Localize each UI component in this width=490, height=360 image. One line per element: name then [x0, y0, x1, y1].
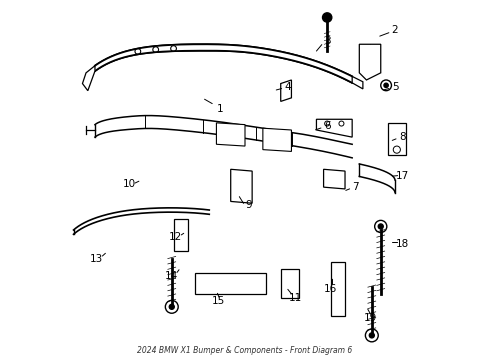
Polygon shape [231, 169, 252, 203]
Text: 6: 6 [324, 121, 330, 131]
Polygon shape [195, 273, 267, 294]
Polygon shape [317, 119, 352, 137]
Text: 13: 13 [90, 253, 103, 264]
Text: 12: 12 [169, 232, 182, 242]
Text: 10: 10 [122, 179, 135, 189]
Polygon shape [82, 66, 95, 91]
Polygon shape [95, 116, 352, 158]
Circle shape [384, 83, 388, 87]
Text: 2: 2 [392, 25, 398, 35]
Text: 8: 8 [399, 132, 406, 142]
Polygon shape [95, 44, 352, 83]
Polygon shape [352, 76, 363, 89]
Text: 7: 7 [352, 182, 359, 192]
Circle shape [169, 304, 174, 309]
Text: 17: 17 [395, 171, 409, 181]
Text: 16: 16 [324, 284, 337, 294]
Text: 19: 19 [364, 312, 377, 323]
Text: 2024 BMW X1 Bumper & Components - Front Diagram 6: 2024 BMW X1 Bumper & Components - Front … [137, 346, 353, 355]
Polygon shape [263, 128, 292, 152]
Polygon shape [359, 44, 381, 80]
Text: 4: 4 [285, 82, 291, 92]
Text: 9: 9 [245, 200, 252, 210]
Polygon shape [388, 123, 406, 155]
Polygon shape [173, 219, 188, 251]
Text: 18: 18 [395, 239, 409, 249]
Polygon shape [281, 80, 292, 102]
Text: 15: 15 [212, 296, 225, 306]
Polygon shape [323, 169, 345, 189]
Polygon shape [281, 269, 298, 298]
Text: 11: 11 [289, 293, 302, 303]
Text: 14: 14 [165, 271, 178, 282]
Circle shape [369, 333, 374, 338]
Text: 3: 3 [324, 36, 330, 46]
Circle shape [322, 13, 332, 22]
Polygon shape [217, 123, 245, 146]
Text: 5: 5 [392, 82, 398, 92]
Text: 1: 1 [217, 104, 223, 113]
Circle shape [378, 224, 383, 229]
Polygon shape [331, 262, 345, 316]
